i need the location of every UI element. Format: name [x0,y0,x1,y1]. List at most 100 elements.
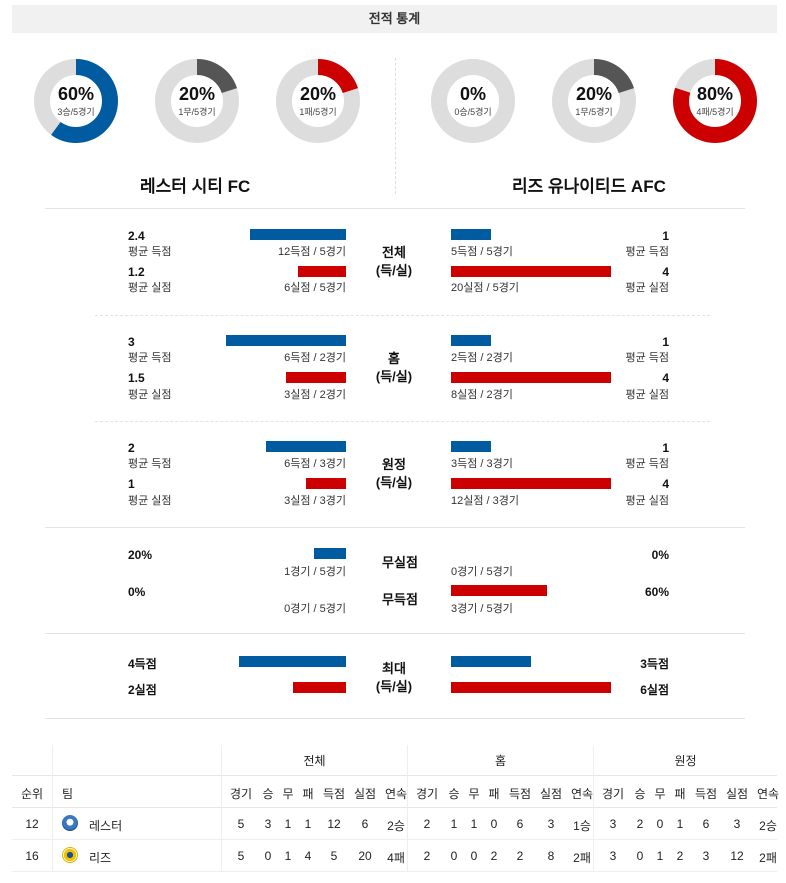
table-cell: 2패 [573,851,591,865]
left-bar [250,229,346,240]
table-cell: 12 [327,817,341,831]
column-header: 승 [262,787,274,801]
column-header: 패 [302,787,314,801]
table-cell: 1 [450,817,458,831]
left-detail: 12득점 / 5경기 [277,246,346,258]
column-header: 경기 [229,787,253,801]
left-label: 평균 실점 [128,495,172,507]
left-team-name: 레스터 시티 FC [140,177,251,196]
donut-ring [552,59,636,143]
column-header: 승 [448,787,460,801]
left-detail: 3실점 / 3경기 [284,495,346,507]
leeds-crest-icon [62,847,78,863]
donut-caption: 0승/5경기 [454,107,492,117]
column-header: 경기 [415,787,439,801]
left-label: 평균 실점 [128,282,172,294]
right-value: 3득점 [640,657,669,671]
leeds-draw-donut: 20% 1무/5경기 [552,59,636,143]
left-value: 3 [128,335,135,349]
donut-percent: 20% [575,84,613,104]
donut-caption: 1무/5경기 [575,107,613,117]
left-label: 평균 실점 [128,389,172,401]
table-cell: 0 [656,817,664,831]
right-detail: 0경기 / 5경기 [451,566,513,578]
table-cell: 2 [636,817,644,831]
donut-percent: 60% [57,84,95,104]
column-header: 연속 [756,787,780,801]
column-header: 승 [634,787,646,801]
right-detail: 20실점 / 5경기 [451,282,520,294]
left-value: 1 [128,477,135,491]
left-bar [306,478,346,489]
left-value: 0% [128,585,146,599]
right-label: 평균 득점 [625,458,669,470]
table-cell: 1 [676,817,684,831]
table-cell: 5 [237,817,245,831]
left-label: 평균 득점 [128,352,172,364]
table-cell: 3 [609,817,617,831]
divider [45,208,745,209]
leeds-loss-donut: 80% 4패/5경기 [673,59,757,143]
group-header-home: 홈 [494,754,507,768]
divider [45,633,745,634]
divider [95,421,710,422]
donut-segment [673,59,757,143]
left-detail: 6실점 / 5경기 [284,282,346,294]
group-header-away: 원정 [674,754,697,768]
leicester-draw-donut: 20% 1무/5경기 [155,59,239,143]
column-header: 득점 [508,787,532,801]
column-header: 실점 [353,787,377,801]
table-cell: 6 [516,817,524,831]
rank-cell: 16 [25,849,39,863]
right-detail: 8실점 / 2경기 [451,389,513,401]
right-value: 60% [644,585,669,599]
left-detail: 3실점 / 2경기 [284,389,346,401]
column-header-team: 팀 [62,787,74,801]
donut-percent: 80% [696,84,734,104]
left-bar [266,441,346,452]
right-value: 1 [662,229,669,243]
donut-caption: 4패/5경기 [696,107,734,117]
right-bar [451,266,611,277]
team-name-cell: 리즈 [89,851,112,865]
right-bar [451,682,611,693]
left-value: 2실점 [128,683,157,697]
group-header-total: 전체 [303,754,326,768]
right-detail: 12실점 / 3경기 [451,495,520,507]
right-team-name: 리즈 유나이티드 AFC [512,177,666,196]
column-header: 실점 [539,787,563,801]
right-detail: 3경기 / 5경기 [451,603,513,615]
donut-ring [155,59,239,143]
table-cell: 0 [490,817,498,831]
table-cell: 1 [284,817,292,831]
table-cell: 5 [237,849,245,863]
left-bar [292,682,346,693]
right-bar [451,441,491,452]
leicester-win-donut: 60% 3승/5경기 [34,59,118,143]
column-header: 무 [282,787,294,801]
table-cell: 1 [284,849,292,863]
table-cell: 6 [361,817,369,831]
right-value: 0% [651,548,669,562]
table-column-divider [407,745,408,871]
table-cell: 1 [656,849,664,863]
left-value: 20% [128,548,153,562]
right-value: 4 [662,477,669,491]
table-border [12,839,777,840]
table-cell: 1 [304,817,312,831]
section-title: 홈 [388,351,400,366]
left-value: 1.5 [128,371,145,385]
right-value: 4 [662,371,669,385]
left-bar [286,372,346,383]
section-label: 원정 (득/실) [354,456,434,492]
donut-segment [276,59,360,143]
left-bar [226,335,346,346]
rank-cell: 12 [25,817,39,831]
left-label: 평균 득점 [128,458,172,470]
column-header: 득점 [322,787,346,801]
table-cell: 5 [330,849,338,863]
section-subtitle: (득/실) [375,475,413,490]
left-value: 1.2 [128,265,145,279]
donut-caption: 3승/5경기 [57,107,95,117]
table-column-divider [52,745,53,871]
